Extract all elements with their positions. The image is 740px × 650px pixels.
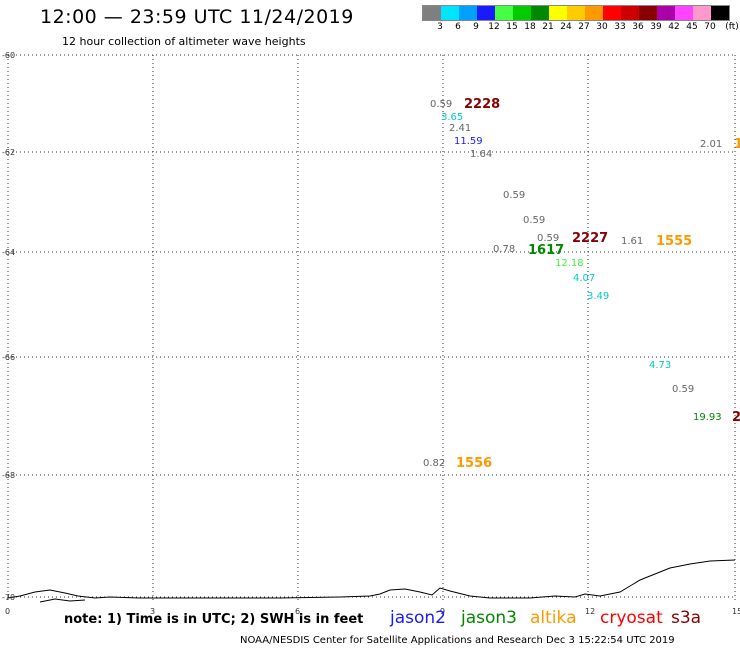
latitude-label: -70	[2, 593, 15, 602]
altimeter-observations: 0.59 3.652.41 11.59 1.64 0.59 0.59 0.59 0.78 12.…	[423, 99, 722, 469]
legend-swatch	[621, 6, 639, 20]
pass-time-label: 2227	[572, 231, 608, 246]
legend-label: 33	[614, 22, 626, 32]
legend-label: 70	[704, 22, 716, 32]
wave-height-value: 0.59	[537, 233, 559, 244]
wave-height-value: 0.59	[503, 190, 525, 201]
pass-time-label: 1556	[456, 456, 492, 471]
legend-label: 9	[473, 22, 479, 32]
legend-swatch	[549, 6, 567, 20]
legend-swatch	[459, 6, 477, 20]
pass-time-label: 2228	[464, 97, 500, 112]
legend-swatch	[585, 6, 603, 20]
legend-swatch	[603, 6, 621, 20]
wave-height-value: 12.18	[555, 258, 584, 269]
longitude-label: 0	[5, 607, 10, 616]
longitude-label: 3	[150, 607, 155, 616]
legend-label: 30	[596, 22, 608, 32]
latitude-label: -66	[2, 353, 15, 362]
legend-swatch	[477, 6, 495, 20]
pass-time-label: 1617	[528, 243, 564, 258]
legend-swatch	[711, 6, 729, 20]
satellite-legend-item: jason3	[461, 608, 517, 628]
page-subtitle: 12 hour collection of altimeter wave hei…	[62, 35, 306, 48]
legend-swatch	[441, 6, 459, 20]
wave-height-value: 19.93	[693, 412, 722, 423]
longitude-label: 6	[295, 607, 300, 616]
legend-swatch	[639, 6, 657, 20]
wave-height-value: 0.59	[672, 384, 694, 395]
legend-label: 15	[506, 22, 518, 32]
wave-height-value: 3.65	[441, 112, 463, 123]
wave-height-value: 4.73	[649, 360, 671, 371]
wave-height-value: 0.82	[423, 458, 445, 469]
satellite-legend-item: jason2	[390, 608, 446, 628]
pass-time-labels: 2228 2227 1617 1555 1556 1 2	[456, 97, 740, 471]
longitude-label: 12	[585, 607, 595, 616]
legend-swatch	[693, 6, 711, 20]
wave-height-value: 2.01	[700, 139, 722, 150]
legend-swatch	[513, 6, 531, 20]
satellite-legend-item: cryosat	[600, 608, 663, 628]
map-grid	[7, 54, 736, 600]
legend-swatch	[657, 6, 675, 20]
legend-label: 45	[686, 22, 698, 32]
color-scale-legend	[422, 5, 730, 21]
wave-height-value: 11.59	[454, 136, 483, 147]
legend-label: 18	[524, 22, 536, 32]
credit-text: NOAA/NESDIS Center for Satellite Applica…	[240, 635, 675, 646]
wave-height-value: 1.61	[621, 236, 643, 247]
legend-label: 21	[542, 22, 554, 32]
legend-swatch	[495, 6, 513, 20]
legend-swatch	[567, 6, 585, 20]
legend-swatch	[423, 6, 441, 20]
pass-time-label: 1555	[656, 234, 692, 249]
legend-swatch	[531, 6, 549, 20]
latitude-label: -60	[2, 51, 15, 60]
legend-label: 39	[650, 22, 662, 32]
pass-time-label: 1	[734, 137, 740, 152]
wave-height-value: 1.64	[470, 149, 492, 160]
note-text: note: 1) Time is in UTC; 2) SWH is in fe…	[64, 612, 364, 627]
legend-label: 12	[488, 22, 500, 32]
legend-label: 36	[632, 22, 644, 32]
latitude-label: -68	[2, 471, 15, 480]
latitude-label: -64	[2, 248, 15, 257]
wave-height-value: 0.59	[523, 215, 545, 226]
satellite-legend-item: s3a	[671, 608, 702, 628]
wave-height-value: 4.07	[573, 273, 595, 284]
legend-label: 3	[437, 22, 443, 32]
latitude-label: -62	[2, 148, 15, 157]
legend-label: (ft)	[725, 22, 739, 32]
wave-height-value: 3.49	[587, 291, 609, 302]
coastline	[7, 559, 736, 603]
page-title: 12:00 — 23:59 UTC 11/24/2019	[40, 6, 354, 28]
legend-label: 6	[455, 22, 461, 32]
wave-height-value: 2.41	[449, 123, 471, 134]
axis-labels: -60-62-64-66-68-700 3 6 9 12 15	[2, 51, 740, 616]
longitude-label: 15	[732, 607, 740, 616]
satellite-legend-item: altika	[530, 608, 577, 628]
pass-time-label: 2	[732, 410, 740, 425]
wave-height-value: 0.78	[493, 244, 515, 255]
legend-label: 42	[668, 22, 680, 32]
legend-label: 24	[560, 22, 572, 32]
wave-height-value: 0.59	[430, 99, 452, 110]
legend-swatch	[675, 6, 693, 20]
legend-label: 27	[578, 22, 590, 32]
longitude-label: 9	[440, 607, 445, 616]
